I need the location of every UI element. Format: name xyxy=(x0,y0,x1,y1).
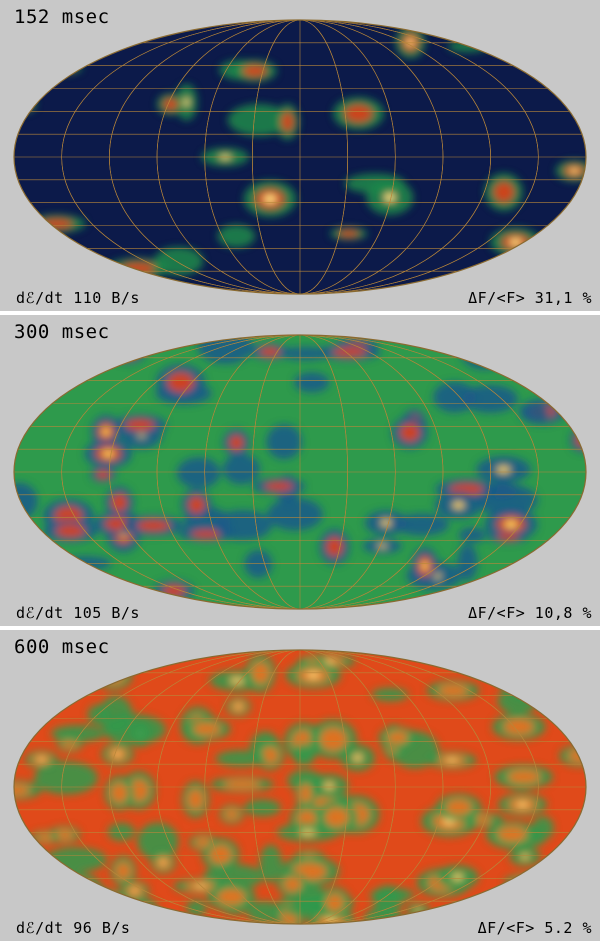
flux-fluctuation-label: ΔF/<F> 31,1 % xyxy=(468,289,592,307)
time-label: 152 msec xyxy=(14,6,110,28)
skymap-panel-300ms: 300 msec dℰ/dt 105 B/s ΔF/<F> 10,8 % xyxy=(0,315,600,626)
flux-fluctuation-label: ΔF/<F> 10,8 % xyxy=(468,604,592,622)
map-outline xyxy=(13,334,587,610)
map-outline xyxy=(13,649,587,925)
energy-rate-label: dℰ/dt 105 B/s xyxy=(16,604,140,622)
flux-fluctuation-label: ΔF/<F> 5.2 % xyxy=(477,919,592,937)
mollweide-map xyxy=(13,334,587,610)
time-label: 300 msec xyxy=(14,321,110,343)
skymap-panel-152ms: 152 msec dℰ/dt 110 B/s ΔF/<F> 31,1 % xyxy=(0,0,600,311)
skymap-panel-600ms: 600 msec dℰ/dt 96 B/s ΔF/<F> 5.2 % xyxy=(0,630,600,941)
energy-rate-label: dℰ/dt 96 B/s xyxy=(16,919,131,937)
mollweide-map xyxy=(13,649,587,925)
map-outline xyxy=(13,19,587,295)
mollweide-map xyxy=(13,19,587,295)
time-label: 600 msec xyxy=(14,636,110,658)
energy-rate-label: dℰ/dt 110 B/s xyxy=(16,289,140,307)
